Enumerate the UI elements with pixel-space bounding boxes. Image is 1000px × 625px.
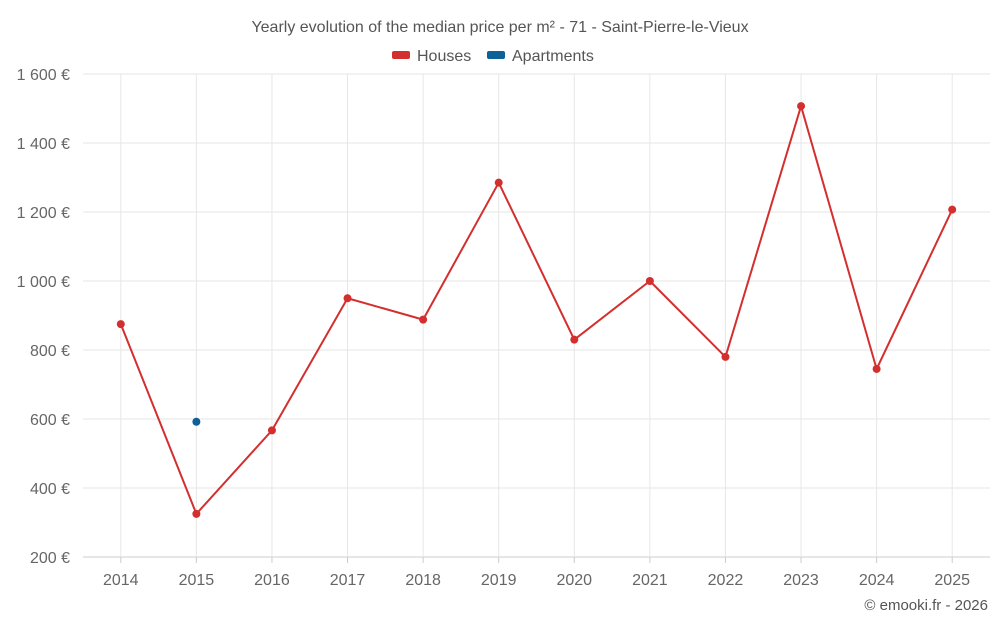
x-tick-label: 2024 [859,572,895,589]
legend-swatch-apartments [487,51,505,59]
x-tick-label: 2021 [632,572,668,589]
series-line-houses [119,105,954,515]
x-tick-label: 2014 [103,572,139,589]
y-tick-label: 600 € [30,412,70,429]
legend: Houses Apartments [392,48,594,65]
legend-item-apartments[interactable]: Apartments [487,48,594,65]
x-axis-ticks: 2014 2015 2016 2017 2018 2019 2020 2021 2022 2023… [103,557,970,589]
data-point-apartments-2015[interactable] [192,417,201,426]
x-tick-label: 2022 [708,572,744,589]
data-point-houses-2022[interactable] [721,352,730,361]
y-tick-label: 1 200 € [17,205,70,222]
data-point-houses-2015[interactable] [192,509,201,518]
x-tick-label: 2015 [179,572,215,589]
legend-label-apartments: Apartments [512,48,594,65]
x-tick-label: 2019 [481,572,517,589]
y-tick-label: 1 600 € [17,67,70,84]
y-tick-label: 1 400 € [17,136,70,153]
x-tick-label: 2016 [254,572,290,589]
legend-swatch-houses [392,51,410,59]
data-point-houses-2025[interactable] [948,205,957,214]
data-point-houses-2019[interactable] [494,178,503,187]
x-tick-label: 2023 [783,572,819,589]
data-point-houses-2017[interactable] [343,294,352,303]
x-tick-label: 2025 [934,572,970,589]
series-lines [119,105,954,515]
chart-credit: © emooki.fr - 2026 [864,597,988,614]
y-tick-label: 200 € [30,550,70,567]
data-point-houses-2020[interactable] [570,335,579,344]
data-point-houses-2021[interactable] [645,277,654,285]
y-tick-label: 800 € [30,343,70,360]
series-points [116,102,957,518]
data-point-houses-2024[interactable] [872,364,881,373]
gridlines [83,73,990,558]
data-point-houses-2023[interactable] [797,102,806,111]
y-tick-label: 1 000 € [17,274,70,291]
y-tick-label: 400 € [30,481,70,498]
data-point-houses-2016[interactable] [267,426,276,435]
legend-item-houses[interactable]: Houses [392,48,471,65]
data-point-houses-2014[interactable] [116,320,125,329]
x-tick-label: 2017 [330,572,366,589]
legend-label-houses: Houses [417,48,471,65]
x-tick-label: 2018 [405,572,441,589]
y-axis-ticks: 200 € 400 € 600 € 800 € 1 000 € 1 200 € 1 400 … [17,67,70,567]
chart-title: Yearly evolution of the median price per… [251,19,748,36]
data-point-houses-2018[interactable] [419,315,428,324]
x-tick-label: 2020 [556,572,592,589]
